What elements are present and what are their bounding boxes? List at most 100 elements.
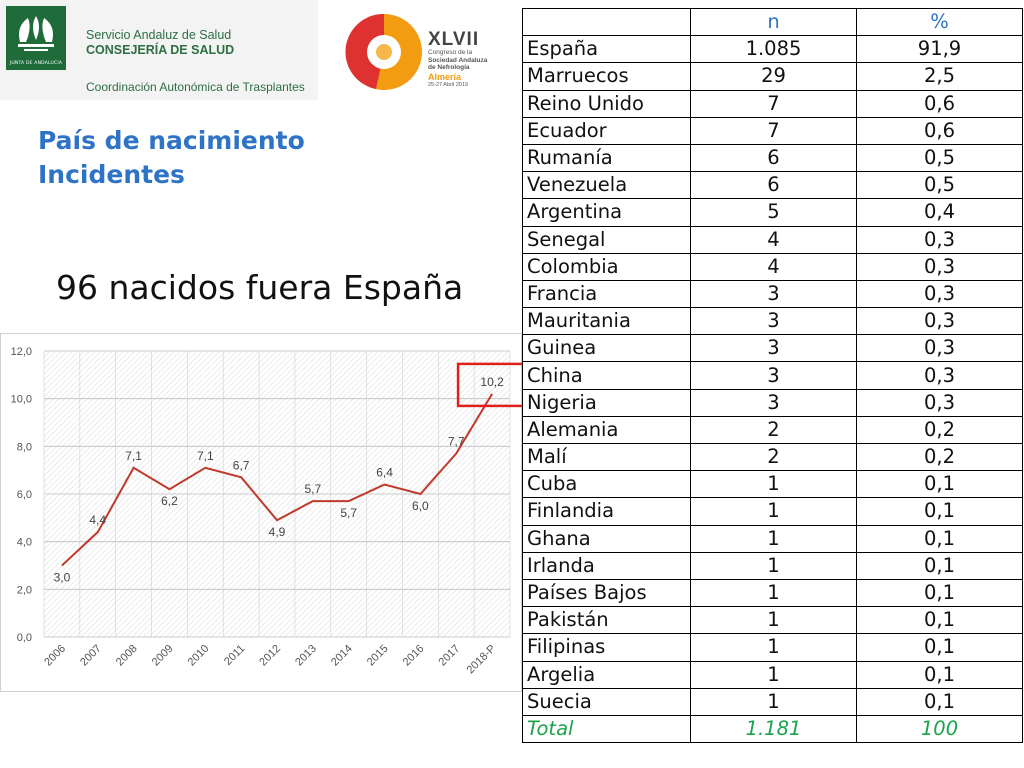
cell-n: 6 (690, 143, 857, 173)
cell-n: 7 (690, 89, 857, 118)
congress-line1: Congreso de la (428, 49, 473, 56)
table-total-row: Total 1.181 100 (522, 714, 1023, 744)
cell-n: 5 (690, 198, 857, 227)
cell-country: Venezuela (522, 171, 691, 200)
cell-n: 1.085 (690, 35, 857, 64)
cell-country: Colombia (522, 252, 691, 281)
table-row: Venezuela 6 0,5 (522, 171, 1023, 200)
cell-percent: 0,1 (856, 470, 1023, 499)
cell-n: 29 (690, 62, 857, 91)
table-row: Filipinas 1 0,1 (522, 633, 1023, 662)
cell-n: 1 (690, 497, 857, 526)
table-row: Rumanía 6 0,5 (522, 143, 1023, 173)
congress-line2: Sociedad Andaluza (428, 56, 488, 64)
cell-country: Guinea (522, 334, 691, 363)
cell-n: 3 (690, 361, 857, 390)
title-line2: Incidentes (38, 160, 185, 189)
cell-n: 4 (690, 225, 857, 254)
cell-percent: 0,1 (856, 551, 1023, 580)
data-label: 6,7 (233, 458, 250, 472)
cell-n: 2 (690, 442, 857, 472)
cell-country: Argelia (522, 660, 691, 689)
cell-n: 3 (690, 307, 857, 336)
table-row: China 3 0,3 (522, 361, 1023, 390)
cell-percent: 0,3 (856, 225, 1023, 254)
cell-percent: 91,9 (856, 35, 1023, 64)
y-tick-label: 6,0 (17, 489, 32, 501)
data-label: 10,2 (480, 375, 504, 389)
cell-country: Malí (522, 442, 691, 472)
cell-country: Irlanda (522, 551, 691, 580)
cell-country: España (522, 35, 691, 64)
table-row: Nigeria 3 0,3 (522, 388, 1023, 417)
data-label: 6,0 (412, 499, 429, 513)
cell-n: 1 (690, 606, 857, 635)
cell-country: Finlandia (522, 497, 691, 526)
y-tick-label: 10,0 (11, 394, 32, 406)
cell-country: Filipinas (522, 633, 691, 662)
cell-country: Rumanía (522, 143, 691, 173)
data-label: 7,7 (448, 434, 465, 448)
cell-n: 3 (690, 334, 857, 363)
cell-percent: 0,4 (856, 198, 1023, 227)
table-row: Finlandia 1 0,1 (522, 497, 1023, 526)
cell-n: 6 (690, 171, 857, 200)
data-label: 6,4 (376, 465, 393, 479)
cell-country: Países Bajos (522, 578, 691, 608)
cell-n: 1 (690, 551, 857, 580)
y-axis-ticks: 0,0 2,0 4,0 6,0 8,0 10,0 12,0 (11, 346, 32, 644)
cell-n: 1 (690, 633, 857, 662)
cell-n: 1 (690, 470, 857, 499)
table-row: Cuba 1 0,1 (522, 470, 1023, 499)
cell-percent: 0,6 (856, 116, 1023, 145)
header-percent: % (856, 7, 1023, 37)
cell-percent: 0,3 (856, 361, 1023, 390)
y-tick-label: 4,0 (17, 537, 32, 549)
data-labels: 3,0 4,4 7,1 6,2 7,1 6,7 4,9 5,7 5,7 6,4 6,0 7,7 10,2 (54, 375, 504, 585)
congress-logo-icon (345, 13, 422, 90)
cell-country: Pakistán (522, 606, 691, 635)
data-label: 4,9 (269, 525, 286, 539)
table-row: Suecia 1 0,1 (522, 687, 1023, 716)
table-row: Países Bajos 1 0,1 (522, 578, 1023, 608)
cell-country: Senegal (522, 225, 691, 254)
consejeria-name: CONSEJERÍA DE SALUD (86, 43, 235, 57)
title-line1: País de nacimiento (38, 126, 305, 155)
cell-percent: 0,6 (856, 89, 1023, 118)
cell-n: 1 (690, 578, 857, 608)
cell-percent: 0,1 (856, 497, 1023, 526)
junta-caption: JUNTA DE ANDALUCIA (9, 61, 63, 66)
cell-n: 4 (690, 252, 857, 281)
table-row: España 1.085 91,9 (522, 35, 1023, 64)
cell-percent: 0,5 (856, 143, 1023, 173)
junta-emblem-icon (18, 16, 54, 51)
data-label: 5,7 (340, 506, 357, 520)
table-row: Ghana 1 0,1 (522, 524, 1023, 553)
y-tick-label: 8,0 (17, 441, 32, 453)
table-row: Colombia 4 0,3 (522, 252, 1023, 281)
cell-country: Suecia (522, 687, 691, 716)
cell-n: 2 (690, 415, 857, 445)
table-header-row: n % (522, 7, 1023, 37)
header-country (522, 7, 691, 37)
cell-percent: 0,2 (856, 415, 1023, 445)
congress-city: Almería (428, 71, 462, 82)
cell-country: China (522, 361, 691, 390)
gridlines (43, 350, 511, 638)
cell-percent: 0,1 (856, 633, 1023, 662)
cell-country: Total (522, 714, 691, 744)
cell-country: Argentina (522, 198, 691, 227)
table-row: Malí 2 0,2 (522, 442, 1023, 472)
congress-text: XLVII Congreso de la Sociedad Andaluza d… (428, 30, 487, 89)
table-row: Francia 3 0,3 (522, 279, 1023, 309)
table-row: Alemania 2 0,2 (522, 415, 1023, 445)
cell-percent: 0,3 (856, 252, 1023, 281)
table-row: Argentina 5 0,4 (522, 198, 1023, 227)
table-row: Argelia 1 0,1 (522, 660, 1023, 689)
cell-country: Mauritania (522, 307, 691, 336)
junta-andalucia-logo: JUNTA DE ANDALUCIA (6, 6, 66, 70)
slide-title: País de nacimiento Incidentes (38, 124, 305, 192)
incidence-line-chart: 0,02,04,06,08,010,012,0 2006 2007 2008 2009… (0, 333, 522, 692)
data-label: 7,1 (125, 449, 142, 463)
cell-percent: 0,1 (856, 687, 1023, 716)
